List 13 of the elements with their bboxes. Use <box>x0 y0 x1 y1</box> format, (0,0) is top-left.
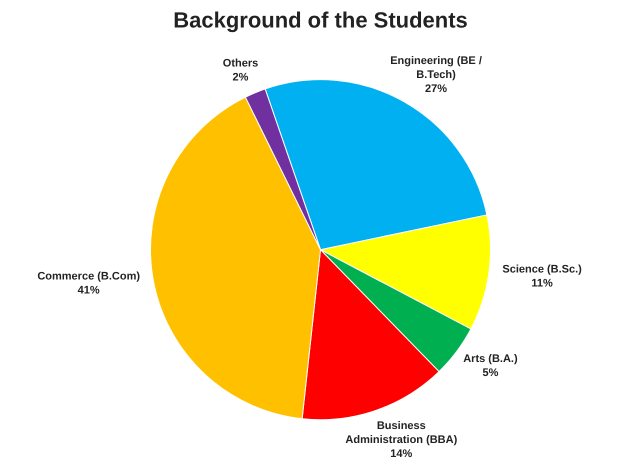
data-label: 5% <box>482 366 499 379</box>
slice-label: Others <box>222 58 258 70</box>
data-label: 27% <box>425 82 448 95</box>
slice-label: Business Administration (BBA) <box>345 420 458 446</box>
data-label: 14% <box>390 448 413 460</box>
data-label: 41% <box>78 284 100 296</box>
slice-label: Science (B.Sc.) <box>502 264 582 276</box>
slice-label: Engineering (BE / B.Tech) <box>390 54 482 81</box>
data-label: 2% <box>232 72 249 84</box>
slice-label: Commerce (B.Com) <box>37 270 140 282</box>
chart-title: Background of the Students <box>173 7 468 32</box>
data-label: 11% <box>531 278 554 290</box>
slice-label: Arts (B.A.) <box>463 352 518 365</box>
